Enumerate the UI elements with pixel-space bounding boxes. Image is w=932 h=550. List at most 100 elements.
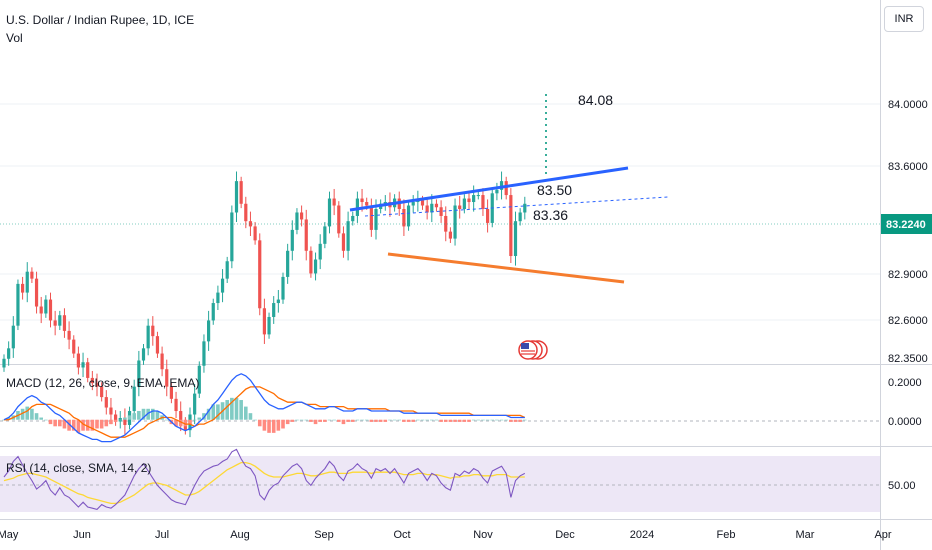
macd-histogram-bar: [211, 404, 216, 420]
rsi-label[interactable]: RSI (14, close, SMA, 14, 2): [6, 461, 152, 475]
time-axis[interactable]: May Jun Jul Aug Sep Oct Nov Dec 2024 Feb Mar Apr: [0, 529, 892, 541]
candle-body: [81, 362, 85, 368]
candle-body: [360, 198, 364, 203]
macd-histogram-bar: [67, 419, 71, 431]
candle-body: [430, 203, 434, 213]
macd-histogram-bar: [509, 419, 513, 422]
candle-body: [95, 383, 99, 387]
annotation-84-08[interactable]: 84.08: [578, 92, 613, 108]
candle-body: [193, 393, 197, 415]
macd-histogram-bar: [230, 397, 234, 420]
macd-histogram-bar: [499, 419, 504, 421]
candle-body: [262, 308, 266, 335]
macd-histogram-bar: [99, 419, 104, 429]
macd-histogram-bar: [443, 419, 448, 422]
drawings[interactable]: 84.08 83.50 83.36: [349, 92, 669, 284]
candle-body: [281, 276, 285, 300]
candle-body: [225, 261, 229, 279]
time-tick-label: Jun: [73, 529, 91, 541]
macd-histogram-bar: [388, 419, 392, 421]
candle-body: [276, 299, 280, 304]
annotation-83-36[interactable]: 83.36: [533, 207, 568, 223]
macd-histogram-bar: [90, 419, 95, 431]
macd-histogram-bar: [495, 419, 499, 421]
time-tick-label: Dec: [555, 529, 575, 541]
symbol-title[interactable]: U.S. Dollar / Indian Rupee, 1D, ICE: [6, 13, 195, 27]
macd-histogram-bar: [383, 419, 388, 422]
macd-histogram-bar: [123, 417, 127, 420]
macd-scale[interactable]: 0.2000 0.0000: [888, 377, 922, 428]
candle-body: [290, 229, 294, 251]
macd-histogram-bar: [137, 410, 141, 420]
candle-body: [309, 250, 313, 274]
macd-histogram-bar: [430, 419, 434, 421]
candle-body: [104, 397, 108, 408]
candle-body: [369, 205, 373, 230]
macd-histogram-bar: [62, 419, 67, 429]
macd-histogram-bar: [39, 417, 43, 420]
candle-body: [30, 271, 34, 279]
macd-histogram-bar: [53, 419, 57, 427]
candle-body: [304, 219, 308, 251]
macd-histogram-bar: [81, 419, 85, 431]
macd-histogram-bar: [262, 419, 267, 431]
candle-body: [504, 181, 508, 196]
macd-histogram-bar: [453, 419, 457, 422]
macd-histogram-bar: [504, 419, 508, 421]
candle-body: [406, 205, 411, 227]
currency-button[interactable]: INR: [884, 6, 924, 32]
rsi-ma-line: [3, 461, 525, 505]
candle-body: [313, 259, 318, 274]
macd-histogram-bar: [253, 419, 257, 421]
macd-histogram-bar: [313, 419, 318, 425]
candle-body: [337, 205, 341, 234]
candle-body: [513, 221, 518, 257]
candle-body: [58, 315, 62, 326]
macd-histogram-bar: [406, 419, 411, 422]
candle-body: [253, 226, 257, 241]
macd-histogram-bar: [206, 408, 211, 420]
current-price-tag-bg: [881, 214, 932, 234]
macd-histogram-bar: [318, 419, 322, 422]
current-price-tag-text: 83.2240: [886, 219, 926, 231]
candle-body: [146, 325, 150, 349]
macd-histogram-bar: [239, 400, 243, 420]
macd-histogram-bar: [439, 419, 443, 422]
candle-body: [383, 202, 387, 204]
candle-body: [155, 336, 160, 354]
macd-histogram-bar: [183, 419, 188, 427]
upper-trendline[interactable]: [349, 166, 629, 212]
macd-histogram-bar: [350, 419, 355, 422]
rsi-band: [0, 456, 880, 512]
macd-histogram-bar: [392, 419, 397, 421]
candle-body: [425, 205, 429, 213]
flag-icon[interactable]: [518, 340, 548, 360]
macd-histogram-bar: [299, 419, 304, 421]
macd-histogram-bar: [323, 419, 327, 422]
macd-histogram-bar: [346, 419, 350, 422]
macd-histogram-bar: [25, 406, 30, 420]
macd-histogram-bar: [295, 419, 299, 421]
macd-histogram-bar: [178, 419, 183, 427]
macd-histogram-bar: [267, 419, 271, 433]
macd-histogram-bar: [374, 419, 378, 422]
annotation-83-50[interactable]: 83.50: [537, 182, 572, 198]
macd-histogram-bar: [151, 408, 155, 420]
candle-body: [481, 195, 485, 209]
macd-histogram-bar: [174, 419, 178, 427]
candle-body: [439, 207, 443, 216]
candle-body: [11, 325, 15, 349]
candle-body: [327, 198, 332, 227]
pane-backgrounds: [0, 456, 880, 512]
macd-label[interactable]: MACD (12, 26, close, 9, EMA, EMA): [6, 376, 200, 390]
macd-histogram-bar: [248, 413, 253, 420]
macd-histogram-bar: [192, 419, 197, 421]
dashed-trendline[interactable]: [364, 196, 669, 217]
lower-trendline[interactable]: [387, 252, 625, 284]
candle-body: [132, 386, 136, 412]
rsi-scale[interactable]: 50.00: [888, 480, 916, 492]
candle-body: [374, 208, 378, 230]
macd-histogram-bar: [104, 419, 109, 427]
price-scale[interactable]: 84.0000 83.6000 82.9000 82.6000 82.3500: [888, 99, 928, 365]
candle-body: [53, 320, 57, 326]
